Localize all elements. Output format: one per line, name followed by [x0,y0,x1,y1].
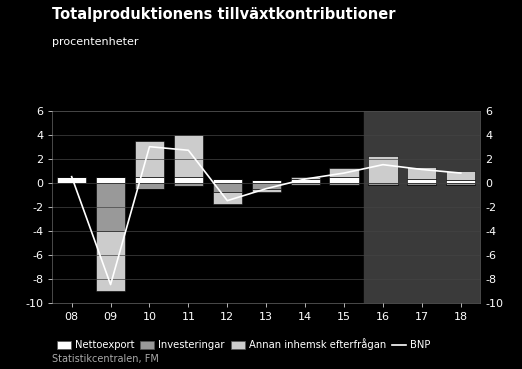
Bar [369,183,398,185]
Bar [174,135,203,177]
Bar [369,156,398,183]
Bar [407,167,436,179]
Bar [446,183,476,185]
Bar [291,179,319,183]
Bar [446,180,476,183]
Text: Totalproduktionens tillväxtkontributioner: Totalproduktionens tillväxtkontributione… [52,7,396,23]
Text: Statistikcentralen, FM: Statistikcentralen, FM [52,354,159,364]
Bar [252,183,281,189]
Bar [135,183,164,189]
Text: procentenheter: procentenheter [52,37,139,47]
Bar [446,170,476,180]
Bar [213,192,242,204]
Bar [407,179,436,183]
Bar [174,183,203,186]
Bar [174,177,203,183]
Bar [407,183,436,185]
Bar [96,177,125,183]
Bar [252,189,281,192]
Bar [291,177,319,179]
Bar [135,141,164,177]
Bar [213,183,242,192]
Bar [96,183,125,231]
Legend: Nettoexport, Investeringar, Annan inhemsk efterfrågan, BNP: Nettoexport, Investeringar, Annan inhems… [53,334,434,354]
Bar [135,177,164,183]
Bar [329,183,359,185]
Bar [291,183,319,185]
Bar [363,111,480,303]
Bar [57,177,86,183]
Bar [329,168,359,177]
Bar [252,180,281,183]
Bar [213,179,242,183]
Bar [96,231,125,291]
Bar [329,177,359,183]
